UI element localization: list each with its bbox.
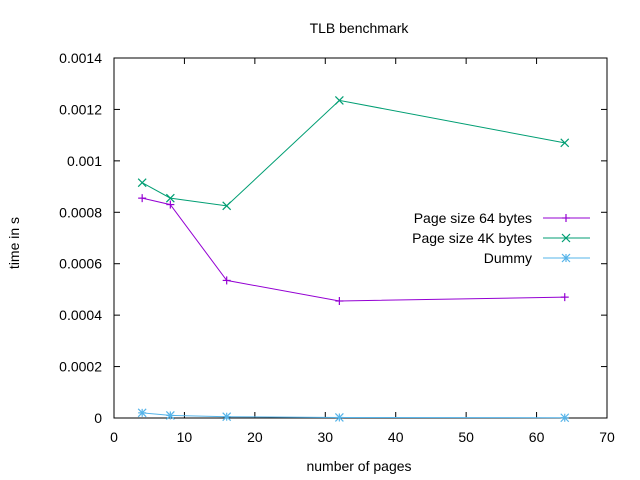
y-tick-label: 0 [94,410,102,426]
data-point [222,412,232,422]
data-point [137,408,147,418]
data-point [560,293,569,302]
data-point [166,200,175,209]
y-tick-label: 0.0014 [59,50,102,66]
data-point [560,138,570,148]
data-point [137,178,147,188]
x-tick-label: 20 [247,429,263,445]
data-point [165,411,175,420]
legend-marker [561,233,571,243]
legend-label: Dummy [484,250,532,266]
marker-stroke [137,408,147,418]
data-point [222,276,231,285]
marker-stroke [561,233,571,243]
series-layer [137,96,570,423]
y-tick-label: 0.0004 [59,307,102,323]
legend-marker [562,214,570,222]
legend-label: Page size 4K bytes [412,230,532,246]
y-axis-label: time in s [6,217,22,269]
marker-stroke [222,201,232,211]
marker-stroke [334,413,344,422]
x-axis-label: number of pages [306,458,411,474]
marker-stroke [561,253,571,263]
data-point [560,413,570,423]
data-point [334,96,344,105]
data-point [335,297,344,305]
chart-title: TLB benchmark [310,20,410,36]
y-tick-label: 0.001 [67,153,102,169]
marker-stroke [165,411,175,420]
x-tick-label: 50 [458,429,474,445]
x-tick-label: 60 [529,429,545,445]
data-point [222,201,232,211]
plot-frame [113,57,608,419]
x-tick-label: 40 [388,429,404,445]
series-line-3 [142,412,565,419]
y-tick-label: 0.0006 [59,256,102,272]
axes: 0 10 20 30 40 50 60 70 0 0.0002 0.0004 0.0006 0.0008… [59,50,615,445]
y-tick-label: 0.0002 [59,359,102,375]
x-tick-label: 10 [177,429,193,445]
y-tick-label: 0.0012 [59,101,102,117]
legend-marker [561,253,571,263]
marker-stroke [334,96,344,105]
legend-label: Page size 64 bytes [414,210,532,226]
data-point [165,193,175,203]
marker-stroke [137,178,147,188]
data-point [138,194,147,203]
marker-stroke [560,413,570,423]
x-tick-label: 70 [599,429,615,445]
marker-stroke [560,138,570,148]
legend: Page size 64 bytes Page size 4K bytes Dumm… [412,210,590,266]
series-line-2 [141,99,565,207]
x-tick-label: 0 [110,429,118,445]
marker-stroke [165,193,175,203]
marker-stroke [222,412,232,422]
x-tick-label: 30 [317,429,333,445]
y-tick-label: 0.0008 [59,204,102,220]
data-point [334,413,344,422]
